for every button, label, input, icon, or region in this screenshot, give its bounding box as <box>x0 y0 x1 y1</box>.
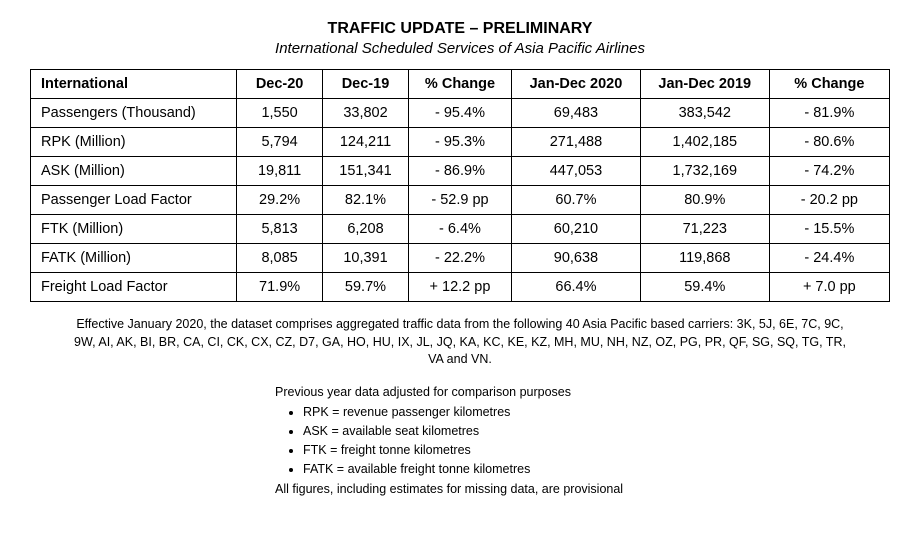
data-cell: 71.9% <box>237 273 323 302</box>
data-cell: 66.4% <box>512 273 641 302</box>
data-cell: 60,210 <box>512 215 641 244</box>
row-label-cell: ASK (Million) <box>31 157 237 186</box>
traffic-table: InternationalDec-20Dec-19% ChangeJan-Dec… <box>30 69 890 302</box>
table-header-cell: % Change <box>769 70 889 99</box>
table-header-cell: Jan-Dec 2019 <box>640 70 769 99</box>
data-cell: 1,732,169 <box>640 157 769 186</box>
data-cell: - 74.2% <box>769 157 889 186</box>
row-label-cell: FTK (Million) <box>31 215 237 244</box>
data-cell: + 12.2 pp <box>408 273 511 302</box>
legend-item: FATK = available freight tonne kilometre… <box>303 460 890 479</box>
data-cell: 59.4% <box>640 273 769 302</box>
data-cell: 80.9% <box>640 186 769 215</box>
data-cell: 124,211 <box>323 128 409 157</box>
data-cell: 60.7% <box>512 186 641 215</box>
data-cell: - 15.5% <box>769 215 889 244</box>
table-row: Freight Load Factor71.9%59.7%+ 12.2 pp66… <box>31 273 890 302</box>
data-cell: - 95.4% <box>408 99 511 128</box>
data-cell: 6,208 <box>323 215 409 244</box>
data-cell: 5,813 <box>237 215 323 244</box>
legend-intro: Previous year data adjusted for comparis… <box>275 383 890 402</box>
data-cell: 5,794 <box>237 128 323 157</box>
data-cell: - 81.9% <box>769 99 889 128</box>
row-label-cell: Freight Load Factor <box>31 273 237 302</box>
data-cell: - 80.6% <box>769 128 889 157</box>
table-body: Passengers (Thousand)1,55033,802- 95.4%6… <box>31 99 890 302</box>
data-cell: 69,483 <box>512 99 641 128</box>
data-cell: 383,542 <box>640 99 769 128</box>
data-cell: 10,391 <box>323 244 409 273</box>
table-header-cell: Jan-Dec 2020 <box>512 70 641 99</box>
table-header-cell: International <box>31 70 237 99</box>
data-cell: 119,868 <box>640 244 769 273</box>
data-cell: 59.7% <box>323 273 409 302</box>
data-cell: - 24.4% <box>769 244 889 273</box>
table-row: RPK (Million)5,794124,211- 95.3%271,4881… <box>31 128 890 157</box>
legend-item: ASK = available seat kilometres <box>303 422 890 441</box>
table-row: Passenger Load Factor29.2%82.1%- 52.9 pp… <box>31 186 890 215</box>
data-cell: 8,085 <box>237 244 323 273</box>
page-title: TRAFFIC UPDATE – PRELIMINARY <box>30 20 890 38</box>
data-cell: 82.1% <box>323 186 409 215</box>
legend-list: RPK = revenue passenger kilometresASK = … <box>275 403 890 478</box>
table-header-cell: Dec-20 <box>237 70 323 99</box>
data-cell: 33,802 <box>323 99 409 128</box>
legend-outro: All figures, including estimates for mis… <box>275 480 890 499</box>
data-cell: 1,550 <box>237 99 323 128</box>
page-subtitle: International Scheduled Services of Asia… <box>30 40 890 57</box>
table-header-cell: % Change <box>408 70 511 99</box>
row-label-cell: Passengers (Thousand) <box>31 99 237 128</box>
data-cell: - 6.4% <box>408 215 511 244</box>
data-cell: + 7.0 pp <box>769 273 889 302</box>
table-row: ASK (Million)19,811151,341- 86.9%447,053… <box>31 157 890 186</box>
legend-item: RPK = revenue passenger kilometres <box>303 403 890 422</box>
data-cell: - 52.9 pp <box>408 186 511 215</box>
legend-block: Previous year data adjusted for comparis… <box>275 383 890 500</box>
data-cell: 271,488 <box>512 128 641 157</box>
data-cell: - 22.2% <box>408 244 511 273</box>
data-cell: - 20.2 pp <box>769 186 889 215</box>
data-cell: 90,638 <box>512 244 641 273</box>
footnote-text: Effective January 2020, the dataset comp… <box>30 316 890 369</box>
table-header-row: InternationalDec-20Dec-19% ChangeJan-Dec… <box>31 70 890 99</box>
row-label-cell: Passenger Load Factor <box>31 186 237 215</box>
data-cell: 29.2% <box>237 186 323 215</box>
table-row: FATK (Million)8,08510,391- 22.2%90,63811… <box>31 244 890 273</box>
data-cell: - 86.9% <box>408 157 511 186</box>
table-row: FTK (Million)5,8136,208- 6.4%60,21071,22… <box>31 215 890 244</box>
data-cell: 151,341 <box>323 157 409 186</box>
table-row: Passengers (Thousand)1,55033,802- 95.4%6… <box>31 99 890 128</box>
data-cell: 447,053 <box>512 157 641 186</box>
legend-item: FTK = freight tonne kilometres <box>303 441 890 460</box>
data-cell: 1,402,185 <box>640 128 769 157</box>
data-cell: 19,811 <box>237 157 323 186</box>
row-label-cell: RPK (Million) <box>31 128 237 157</box>
data-cell: 71,223 <box>640 215 769 244</box>
row-label-cell: FATK (Million) <box>31 244 237 273</box>
table-header-cell: Dec-19 <box>323 70 409 99</box>
data-cell: - 95.3% <box>408 128 511 157</box>
